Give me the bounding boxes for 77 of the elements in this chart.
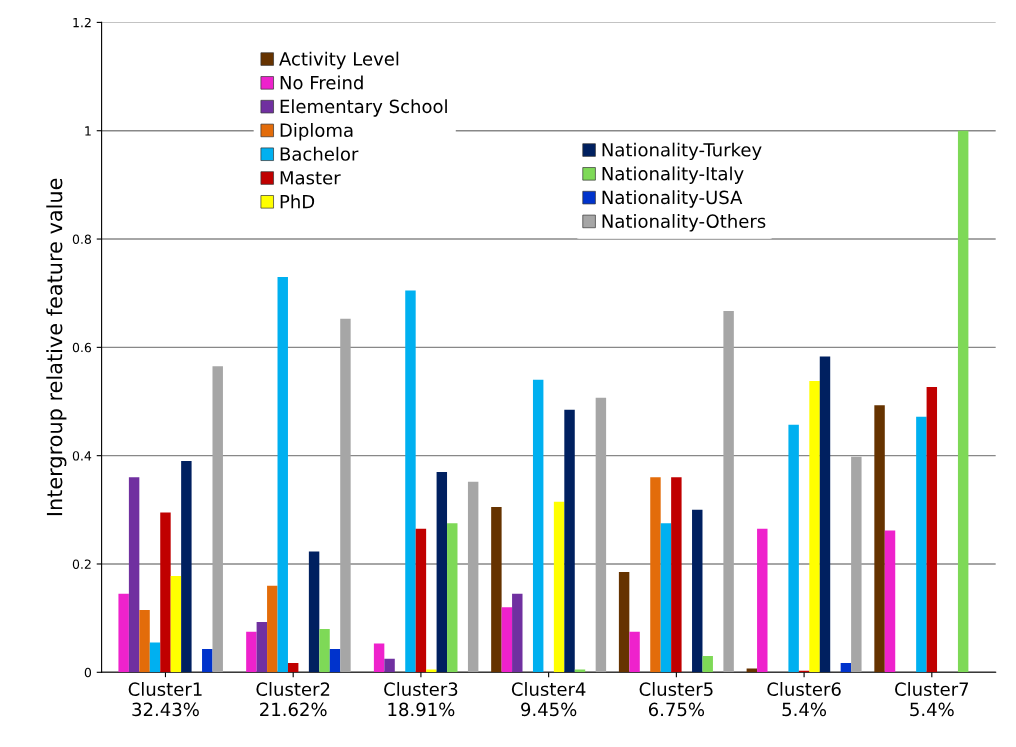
bar: [650, 477, 661, 673]
bar: [256, 621, 268, 673]
bar: [501, 607, 513, 673]
bar: [957, 130, 969, 673]
bar: [139, 610, 150, 673]
bar: [340, 318, 351, 673]
bar: [702, 656, 713, 673]
bar: [884, 530, 896, 673]
bar: [553, 501, 565, 673]
bar: [202, 649, 213, 673]
legend-label: Elementary School: [280, 99, 447, 117]
x-tick-label: Cluster2 21.62%: [256, 682, 330, 717]
y-tick-label: 0: [84, 667, 92, 678]
legend-label: Activity Level: [279, 51, 399, 70]
bar: [874, 405, 885, 673]
bar: [512, 593, 523, 673]
bar: [692, 509, 703, 673]
bar: [405, 290, 416, 673]
bar: [181, 461, 192, 673]
bar: [532, 379, 544, 673]
bar: [926, 386, 938, 673]
bar: [436, 471, 448, 673]
bar: [160, 512, 171, 673]
bar: [723, 311, 734, 673]
legend-label: Nationality-Italy: [602, 166, 744, 184]
bar: [415, 528, 427, 673]
legend-label: No Freind: [280, 75, 363, 90]
bar: [170, 575, 182, 673]
bar: [267, 585, 278, 673]
x-tick-label: Cluster1 32.43%: [128, 682, 202, 717]
bar: [384, 658, 395, 673]
bar: [149, 642, 161, 673]
bar: [491, 507, 502, 673]
bar: [660, 523, 672, 673]
bar: [618, 572, 630, 673]
bar: [319, 628, 330, 673]
y-tick-label: 0.6: [72, 342, 92, 353]
bar: [916, 416, 927, 673]
bar: [629, 631, 640, 673]
bar: [840, 663, 852, 673]
bar: [564, 409, 575, 673]
y-tick-label: 0.4: [72, 451, 92, 461]
bar: [851, 456, 862, 673]
x-tick-label: Cluster5 6.75%: [639, 682, 713, 717]
bar: [212, 366, 223, 673]
legend-label: PhD: [280, 194, 315, 209]
bar: [467, 481, 479, 673]
y-axis-title: Intergroup relative feature value: [46, 178, 67, 516]
legend-label: Nationality-Others: [602, 214, 766, 232]
bar: [246, 631, 257, 673]
bar: [788, 424, 799, 673]
legend-label: Nationality-USA: [602, 190, 743, 208]
bar: [118, 593, 129, 673]
y-tick-label: 0.2: [72, 559, 91, 569]
bar: [373, 643, 385, 673]
x-tick-label: Cluster3 18.91%: [384, 682, 458, 717]
legend-label: Nationality-Turkey: [602, 142, 762, 161]
x-tick-label: Cluster7 5.4%: [895, 682, 969, 717]
bar: [819, 356, 831, 673]
legend-label: Bachelor: [280, 146, 359, 161]
bar: [287, 663, 299, 673]
bar: [671, 477, 682, 673]
bar: [757, 528, 768, 673]
bar: [595, 397, 607, 673]
y-tick-label: 1.2: [73, 17, 91, 28]
bar: [447, 523, 458, 673]
legend-label: Master: [280, 171, 341, 185]
x-tick-label: Cluster4 9.45%: [511, 682, 586, 717]
bar: [809, 380, 820, 673]
y-tick-label: 0.8: [72, 234, 92, 244]
bar: [128, 477, 140, 673]
bar: [308, 551, 320, 673]
legend-label: Diploma: [280, 123, 353, 141]
y-tick-label: 1: [85, 126, 91, 136]
bar: [277, 276, 288, 673]
x-tick-label: Cluster6 5.4%: [767, 682, 841, 717]
bar: [329, 649, 341, 673]
